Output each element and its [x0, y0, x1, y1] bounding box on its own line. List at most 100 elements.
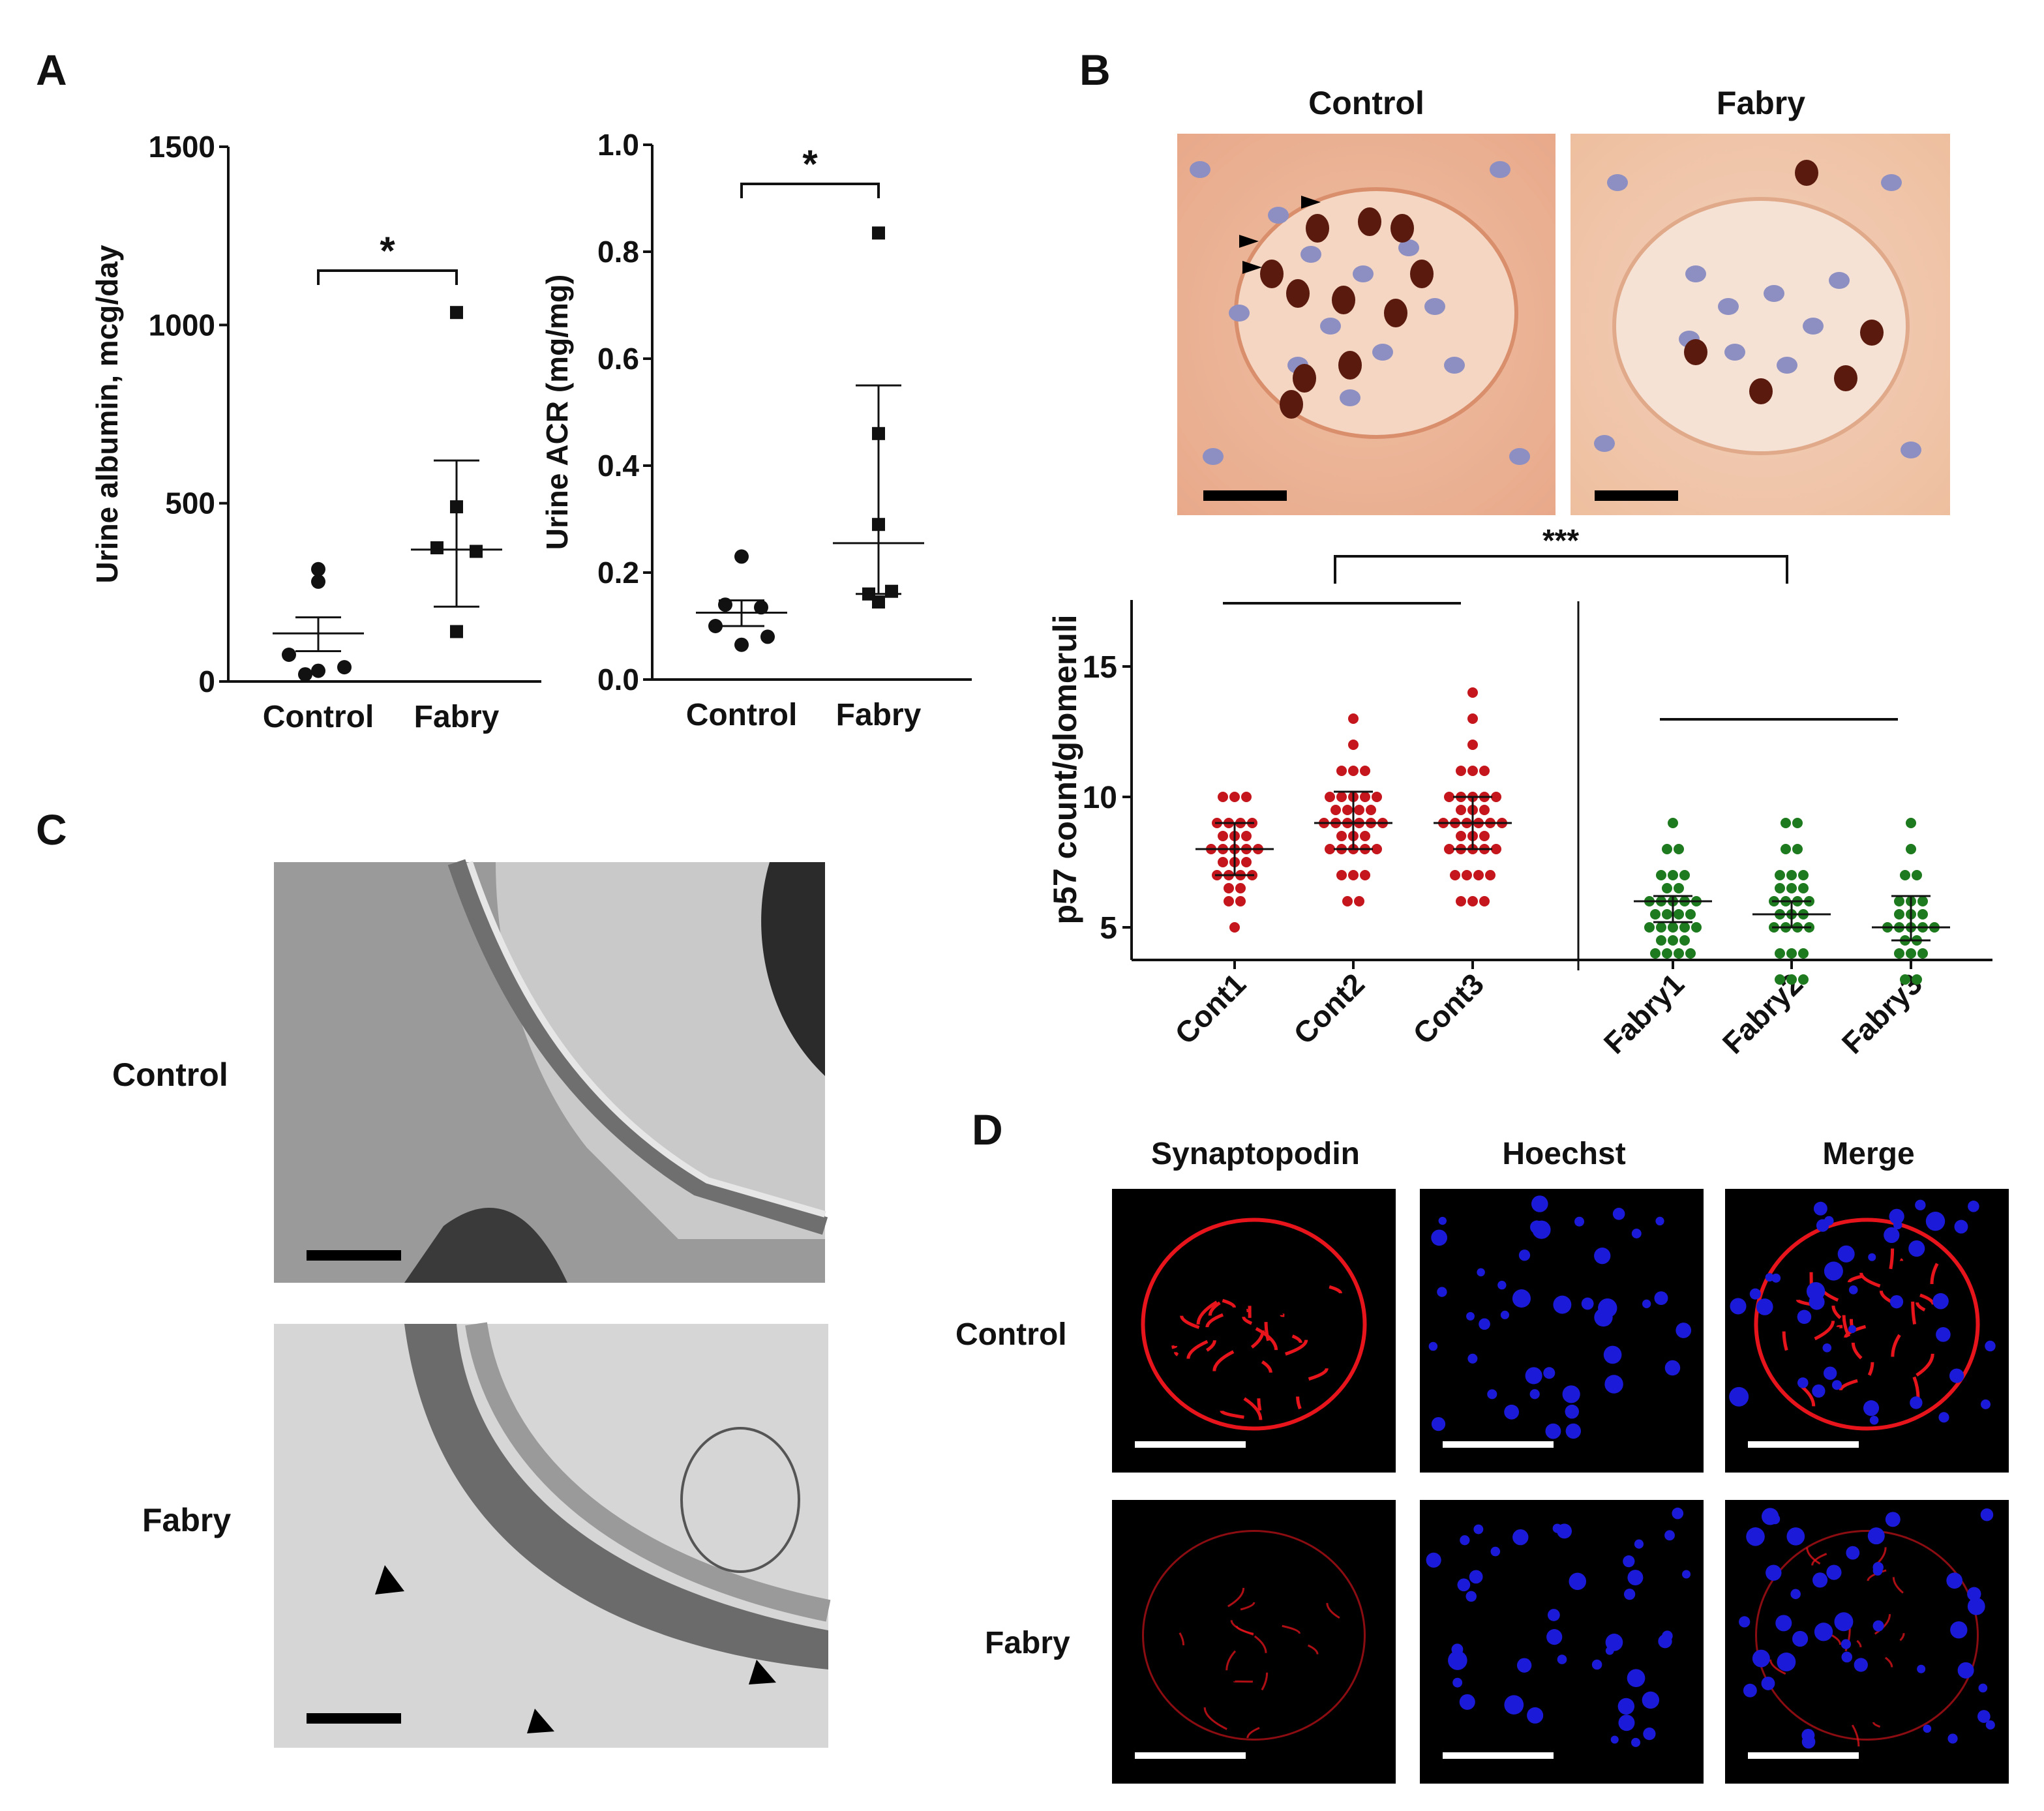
y-tick-label: 0.6: [597, 342, 639, 376]
data-point: [1775, 974, 1785, 985]
nucleus: [1746, 1527, 1765, 1546]
podocyte-stain: [1867, 1362, 1874, 1376]
nucleus: [1516, 1658, 1532, 1673]
nucleus: [1816, 1219, 1829, 1232]
data-point: [1674, 883, 1684, 893]
nucleus: [1868, 1253, 1876, 1261]
nucleus: [1581, 1297, 1594, 1310]
podocyte-stain: [1836, 1325, 1843, 1329]
nucleus: [1822, 1343, 1832, 1353]
nucleus: [1469, 1570, 1483, 1584]
data-point: [1336, 870, 1347, 880]
nucleus: [1557, 1654, 1567, 1664]
nucleus: [1834, 1612, 1854, 1632]
data-point: [1360, 766, 1370, 776]
nucleus: [1869, 1416, 1879, 1425]
nucleus: [1775, 1615, 1792, 1632]
podocyte-stain: [1227, 1587, 1245, 1608]
nucleus: [1643, 1728, 1656, 1741]
podocyte-stain: [1205, 1340, 1216, 1352]
nucleus: [1867, 1527, 1885, 1545]
nucleus: [1438, 1216, 1447, 1225]
podocyte-stain: [1235, 1625, 1254, 1635]
nucleus-blue: [1424, 298, 1445, 315]
y-axis-label: Urine ACR (mg/mg): [540, 275, 574, 550]
data-point: [1467, 687, 1478, 698]
nucleus: [1500, 1310, 1510, 1319]
data-point: [1218, 831, 1228, 841]
data-point: [1650, 909, 1661, 920]
em-row-label-fabry: Fabry: [142, 1502, 231, 1538]
nucleus: [1910, 1396, 1923, 1409]
podocyte-stain: [1246, 1727, 1260, 1739]
chart-urine-albumin: 0 500 1000 1500 Urine albumin, mcg/day Contro…: [90, 130, 541, 734]
data-point: [1679, 935, 1690, 946]
nucleus-blue: [1901, 442, 1921, 458]
nucleus: [1627, 1570, 1644, 1586]
podocyte-stain: [1222, 1298, 1237, 1308]
nucleus: [1426, 1552, 1441, 1568]
nucleus: [1957, 1662, 1974, 1679]
data-point: [1336, 766, 1347, 776]
nucleus: [1682, 1570, 1691, 1579]
nucleus-p57: [1358, 207, 1381, 236]
nucleus-blue: [1829, 272, 1850, 289]
nucleus-p57: [1286, 279, 1310, 308]
podocyte-stain: [1899, 1633, 1905, 1641]
nucleus: [1565, 1404, 1580, 1419]
data-point: [1456, 805, 1466, 815]
nucleus: [1623, 1555, 1635, 1568]
podocyte-stain: [1811, 1553, 1827, 1566]
data-point: [1342, 805, 1353, 815]
nucleus: [1658, 1634, 1672, 1649]
data-point: [337, 660, 352, 675]
significance-bracket: [740, 183, 880, 198]
podocyte-stain: [1847, 1274, 1862, 1283]
nucleus: [1634, 1539, 1644, 1549]
data-point: [1674, 948, 1684, 959]
podocyte-stain: [1225, 1650, 1237, 1671]
podocyte-stain: [1842, 1315, 1851, 1338]
podocyte-stain: [1844, 1628, 1851, 1652]
data-point: [1336, 831, 1347, 841]
nucleus: [1527, 1707, 1544, 1724]
y-tick-label: 0.0: [597, 663, 639, 696]
nucleus: [1529, 1389, 1540, 1399]
nucleus: [1543, 1367, 1556, 1379]
data-point: [1786, 870, 1797, 880]
data-point: [1679, 922, 1690, 933]
data-point: [1485, 870, 1495, 880]
data-point: [760, 629, 775, 644]
data-point: [1685, 948, 1696, 959]
data-point: [1224, 896, 1234, 906]
nucleus: [1504, 1404, 1520, 1420]
podocyte-stain: [1205, 1313, 1224, 1328]
nucleus: [1777, 1652, 1796, 1671]
data-point: [1479, 831, 1490, 841]
nucleus-blue: [1509, 448, 1530, 465]
podocyte-stain: [1291, 1334, 1302, 1343]
nucleus: [1812, 1384, 1826, 1398]
nucleus: [1631, 1229, 1642, 1238]
nucleus-blue: [1724, 344, 1745, 361]
data-point: [1224, 883, 1234, 893]
glomerulus-outline: [1141, 1218, 1367, 1431]
y-tick-label: 10: [1083, 781, 1117, 815]
nucleus: [1967, 1587, 1981, 1601]
data-point: [430, 541, 443, 554]
podocyte-stain: [1246, 1308, 1252, 1313]
nucleus: [1531, 1195, 1548, 1212]
nucleus: [1545, 1423, 1561, 1439]
data-point: [1786, 883, 1797, 893]
x-tick-label: Cont3: [1406, 966, 1490, 1051]
significance-bracket: [317, 269, 458, 285]
data-point: [1668, 922, 1678, 933]
nucleus: [1672, 1507, 1684, 1519]
arrow-icon: [1242, 261, 1262, 274]
nucleus: [1552, 1523, 1562, 1533]
data-point: [470, 545, 483, 558]
data-point: [1656, 922, 1666, 933]
nucleus: [1497, 1280, 1507, 1290]
nucleus: [1512, 1289, 1531, 1308]
data-point: [1235, 883, 1246, 893]
